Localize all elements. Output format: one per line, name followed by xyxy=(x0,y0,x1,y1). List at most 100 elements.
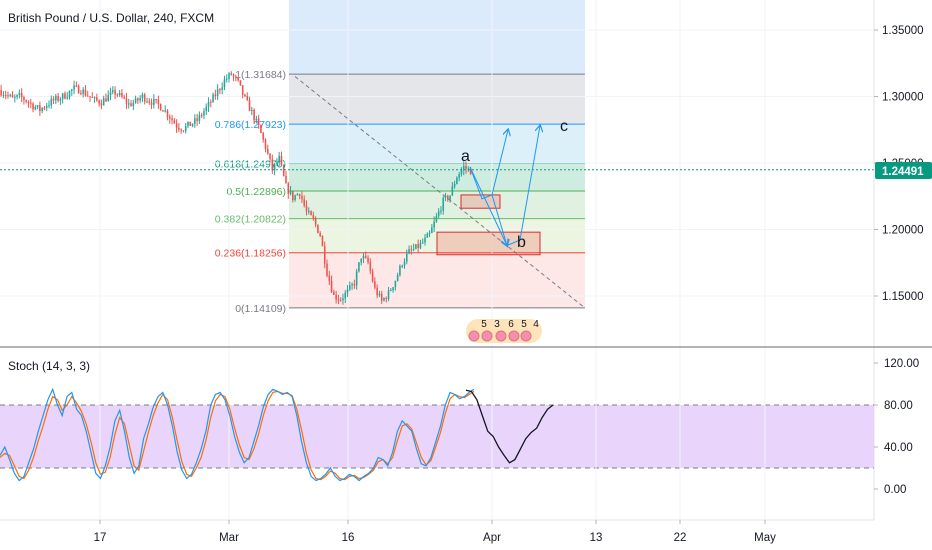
stoch-axis[interactable]: 120.00 80.00 40.00 0.00 xyxy=(874,358,919,496)
fib-zone xyxy=(289,124,585,164)
candle-body xyxy=(105,98,107,102)
candle-body xyxy=(196,118,198,121)
candle-body xyxy=(349,285,351,290)
time-tick-label: 16 xyxy=(342,532,355,544)
candle-body xyxy=(353,284,356,286)
candle-body xyxy=(410,249,413,251)
candle-body xyxy=(328,275,331,281)
price-grid xyxy=(0,0,874,520)
candle-body xyxy=(301,195,303,200)
time-axis[interactable]: 17 Mar 16 Apr 13 22 May xyxy=(94,520,777,544)
flag-icon xyxy=(468,330,480,342)
candle-body xyxy=(362,255,365,259)
candle-body xyxy=(130,103,132,106)
candle-body xyxy=(307,211,310,213)
candle-body xyxy=(235,76,237,78)
candle-body xyxy=(91,97,94,99)
chart-title: British Pound / U.S. Dollar, 240, FXCM xyxy=(8,11,214,25)
candle-body xyxy=(449,195,451,200)
candle-body xyxy=(394,281,397,288)
fib-level-label: 0.5(1.22896) xyxy=(226,186,286,198)
candles xyxy=(0,71,472,305)
stoch-tick-label: 120.00 xyxy=(884,358,919,370)
candle-body xyxy=(75,85,78,87)
candle-body xyxy=(364,255,367,258)
candle-body xyxy=(20,93,23,98)
candle-body xyxy=(112,90,114,93)
candle-body xyxy=(319,232,321,236)
wave-label-a: a xyxy=(461,148,470,165)
candle-body xyxy=(426,233,429,238)
event-count: 5 xyxy=(481,319,487,330)
fib-level-label: 0.382(1.20822) xyxy=(215,214,286,226)
candle-body xyxy=(9,94,12,96)
candle-body xyxy=(303,199,306,206)
candle-body xyxy=(66,97,69,99)
candle-body xyxy=(194,118,196,124)
candle-body xyxy=(239,80,242,86)
candle-body xyxy=(23,97,25,101)
candle-body xyxy=(25,100,28,102)
candle-body xyxy=(41,107,43,112)
candle-body xyxy=(428,232,431,234)
candle-body xyxy=(4,94,7,96)
candle-body xyxy=(465,166,467,169)
candle-body xyxy=(333,291,335,295)
candle-body xyxy=(141,94,144,99)
candle-body xyxy=(451,186,454,196)
range-highlight xyxy=(289,0,585,75)
fib-level-label: 0.236(1.18256) xyxy=(215,248,286,260)
stoch-pane xyxy=(0,348,874,520)
candle-body xyxy=(251,109,253,112)
candle-body xyxy=(43,107,46,109)
candle-body xyxy=(230,73,233,75)
candle-body xyxy=(326,263,328,276)
candle-body xyxy=(401,265,404,267)
candle-body xyxy=(296,194,299,196)
candle-body xyxy=(415,244,417,249)
candle-body xyxy=(421,242,424,244)
price-tick-label: 1.35000 xyxy=(882,25,924,37)
price-tick-label: 1.30000 xyxy=(882,92,924,104)
flag-icon xyxy=(495,330,507,342)
candle-body xyxy=(323,246,326,264)
candle-body xyxy=(253,109,255,121)
candle-body xyxy=(396,275,399,282)
fib-zones: 1(1.31684) 0.786(1.27923) 0.618(1.24970) 0.… xyxy=(215,0,585,315)
candle-body xyxy=(330,280,333,292)
candle-body xyxy=(360,258,362,263)
candle-body xyxy=(260,124,262,133)
candle-body xyxy=(2,94,5,96)
candle-body xyxy=(262,132,265,140)
candle-body xyxy=(392,287,394,291)
candle-body xyxy=(232,74,235,77)
candle-body xyxy=(153,98,155,105)
candle-body xyxy=(321,235,324,247)
candle-body xyxy=(337,299,340,301)
stoch-d-line xyxy=(0,390,475,481)
candle-body xyxy=(419,242,422,248)
candle-body xyxy=(342,298,344,301)
candle-body xyxy=(200,114,203,116)
zone-box-lower xyxy=(436,231,541,256)
candle-body xyxy=(157,99,160,105)
candle-body xyxy=(159,104,162,111)
candle-body xyxy=(278,156,280,163)
candle-body xyxy=(168,116,171,119)
candle-body xyxy=(180,129,182,131)
candle-body xyxy=(257,118,260,125)
price-tick-label: 1.15000 xyxy=(882,291,924,303)
candle-body xyxy=(205,106,208,112)
time-tick-label: Mar xyxy=(219,532,239,544)
candle-body xyxy=(146,101,148,103)
candle-body xyxy=(314,218,317,225)
price-tick-label: 1.20000 xyxy=(882,225,924,237)
candle-body xyxy=(346,289,349,293)
candle-body xyxy=(264,139,267,150)
candle-body xyxy=(80,93,82,95)
candle-body xyxy=(82,89,84,94)
fib-level-label: 0(1.14109) xyxy=(235,303,286,315)
